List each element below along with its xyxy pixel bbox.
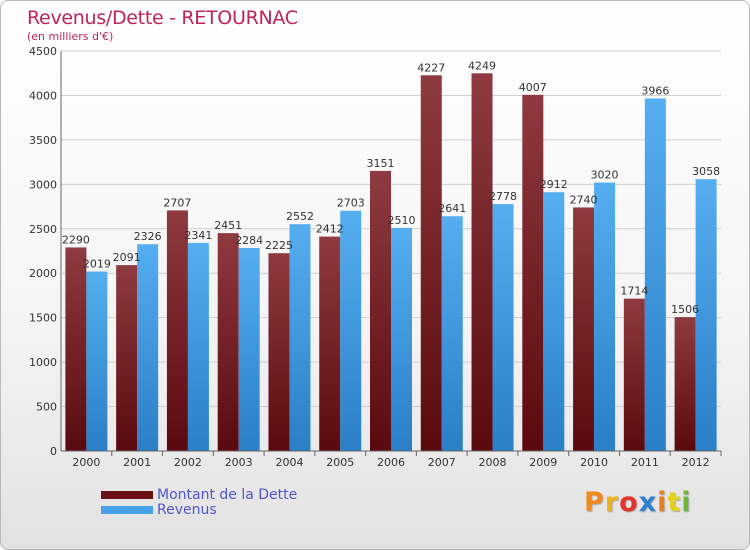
bar-revenus — [238, 247, 260, 451]
x-tick-label: 2009 — [529, 456, 557, 469]
chart-title: Revenus/Dette - RETOURNAC — [27, 7, 298, 29]
bar-revenus — [594, 182, 616, 452]
data-label-dette: 2451 — [214, 219, 242, 232]
x-tick-label: 2008 — [479, 456, 507, 469]
legend-label-revenus: Revenus — [157, 501, 217, 518]
logo-letter: i — [657, 487, 668, 518]
x-tick-label: 2011 — [631, 456, 659, 469]
y-tick-label: 4000 — [29, 89, 57, 102]
bar-revenus — [86, 271, 108, 451]
chart-subtitle: (en milliers d'€) — [27, 30, 114, 43]
bar-dette — [268, 253, 290, 451]
logo-letter: x — [638, 487, 658, 518]
bar-revenus — [441, 216, 463, 451]
bar-dette — [166, 210, 188, 451]
bar-dette — [319, 236, 341, 451]
data-label-revenus: 2912 — [540, 178, 568, 191]
y-tick-label: 1000 — [29, 356, 57, 369]
logo-letter: t — [667, 487, 682, 518]
data-label-dette: 2225 — [265, 239, 293, 252]
chart-legend: Montant de la Dette Revenus — [101, 486, 298, 518]
data-label-revenus: 2284 — [235, 234, 263, 247]
x-tick-label: 2003 — [225, 456, 253, 469]
bar-revenus — [543, 192, 565, 451]
legend-swatch-revenus — [101, 505, 153, 514]
data-label-revenus: 2326 — [134, 230, 162, 243]
data-label-revenus: 3058 — [692, 165, 720, 178]
data-label-revenus: 2703 — [337, 197, 365, 210]
x-tick-label: 2002 — [174, 456, 202, 469]
y-tick-label: 1500 — [29, 312, 57, 325]
bar-dette — [116, 265, 138, 451]
data-label-revenus: 2510 — [388, 214, 416, 227]
bar-dette — [471, 73, 493, 452]
data-label-dette: 2740 — [570, 193, 598, 206]
logo-letter: r — [604, 487, 620, 518]
logo-letter: P — [584, 487, 605, 518]
x-tick-label: 2000 — [72, 456, 100, 469]
proxiti-logo: Proxiti — [584, 487, 692, 518]
bar-revenus — [340, 210, 362, 451]
logo-letter: o — [619, 487, 639, 518]
x-tick-label: 2001 — [123, 456, 151, 469]
bar-revenus — [644, 98, 666, 451]
data-label-revenus: 3020 — [591, 169, 619, 182]
legend-item-dette: Montant de la Dette — [101, 486, 298, 503]
data-label-dette: 2091 — [113, 251, 141, 264]
bar-dette — [370, 170, 391, 451]
bar-dette — [217, 233, 239, 451]
data-label-revenus: 2778 — [489, 190, 517, 203]
data-label-dette: 4007 — [519, 81, 547, 94]
x-tick-label: 2004 — [275, 456, 303, 469]
data-label-revenus: 2019 — [83, 258, 111, 271]
data-label-revenus: 2552 — [286, 210, 314, 223]
y-tick-label: 500 — [36, 401, 57, 414]
x-tick-label: 2012 — [682, 456, 710, 469]
legend-label-dette: Montant de la Dette — [157, 486, 298, 503]
data-label-dette: 2412 — [316, 223, 344, 236]
bar-revenus — [137, 244, 159, 451]
bar-dette — [420, 75, 442, 452]
x-tick-label: 2010 — [580, 456, 608, 469]
x-tick-label: 2006 — [377, 456, 405, 469]
x-tick-label: 2007 — [428, 456, 456, 469]
data-label-dette: 4249 — [468, 59, 496, 72]
bar-revenus — [391, 227, 412, 451]
x-tick-label: 2005 — [326, 456, 354, 469]
bar-revenus — [187, 242, 209, 451]
bar-dette — [522, 94, 544, 452]
bar-dette — [65, 247, 87, 451]
legend-item-revenus: Revenus — [101, 501, 297, 518]
data-label-dette: 2290 — [62, 233, 90, 246]
legend-swatch-dette — [101, 490, 153, 499]
data-label-dette: 2707 — [163, 196, 191, 209]
bar-dette — [674, 317, 696, 451]
data-label-dette: 3151 — [367, 157, 395, 170]
data-label-revenus: 2641 — [438, 202, 466, 215]
y-tick-label: 2000 — [29, 267, 57, 280]
y-tick-label: 2500 — [29, 223, 57, 236]
bar-dette — [623, 298, 645, 451]
bar-revenus — [695, 179, 717, 451]
y-tick-label: 0 — [50, 445, 57, 458]
y-tick-label: 3000 — [29, 178, 57, 191]
bar-revenus — [492, 204, 514, 451]
bar-revenus — [289, 224, 311, 451]
logo-letter: i — [681, 487, 692, 518]
data-label-dette: 4227 — [417, 61, 445, 74]
bar-dette — [573, 207, 595, 451]
data-label-revenus: 3966 — [641, 84, 669, 97]
y-tick-label: 3500 — [29, 134, 57, 147]
y-tick-label: 4500 — [29, 45, 57, 58]
data-label-revenus: 2341 — [184, 229, 212, 242]
data-label-dette: 1714 — [620, 285, 648, 298]
data-label-dette: 1506 — [671, 303, 699, 316]
